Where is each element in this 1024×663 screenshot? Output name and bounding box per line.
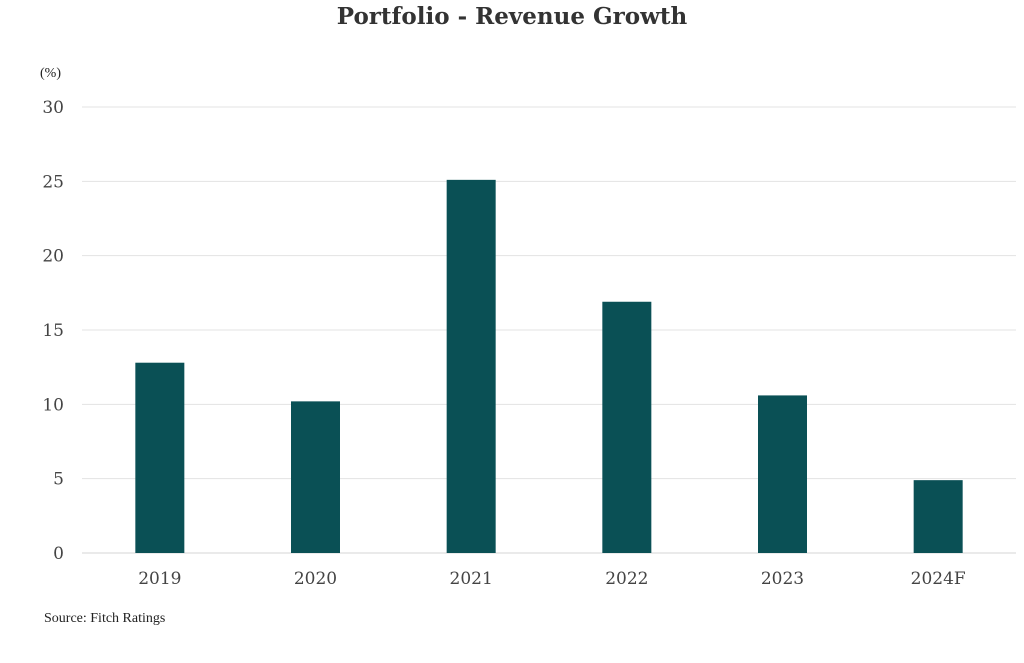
x-tick-label: 2024F [911,569,966,589]
bar-2019 [135,362,185,553]
x-tick-label: 2020 [294,569,337,589]
bar-2024F [913,480,963,553]
x-axis-tick-labels: 2019 2020 2021 2022 2023 2024F [138,569,966,589]
bar-2020 [291,401,340,553]
x-tick-label: 2023 [761,569,804,589]
y-tick-label: 10 [42,395,64,415]
gridlines [82,106,1016,554]
x-tick-label: 2019 [138,569,181,589]
bar-2021 [446,179,496,553]
y-axis-tick-labels: 0 5 10 15 20 25 30 [42,98,64,564]
y-tick-label: 20 [42,247,64,267]
bars [135,179,963,553]
bar-2022 [602,301,652,553]
y-tick-label: 5 [53,470,64,490]
y-tick-label: 15 [42,321,64,341]
y-tick-label: 30 [42,98,64,118]
y-axis-unit-label: (%) [40,66,61,81]
bar-2023 [758,395,807,553]
x-tick-label: 2021 [450,569,493,589]
y-tick-label: 0 [53,544,64,564]
chart-title: Portfolio - Revenue Growth [336,3,688,30]
source-note: Source: Fitch Ratings [44,611,166,626]
x-tick-label: 2022 [605,569,648,589]
y-tick-label: 25 [42,172,64,192]
